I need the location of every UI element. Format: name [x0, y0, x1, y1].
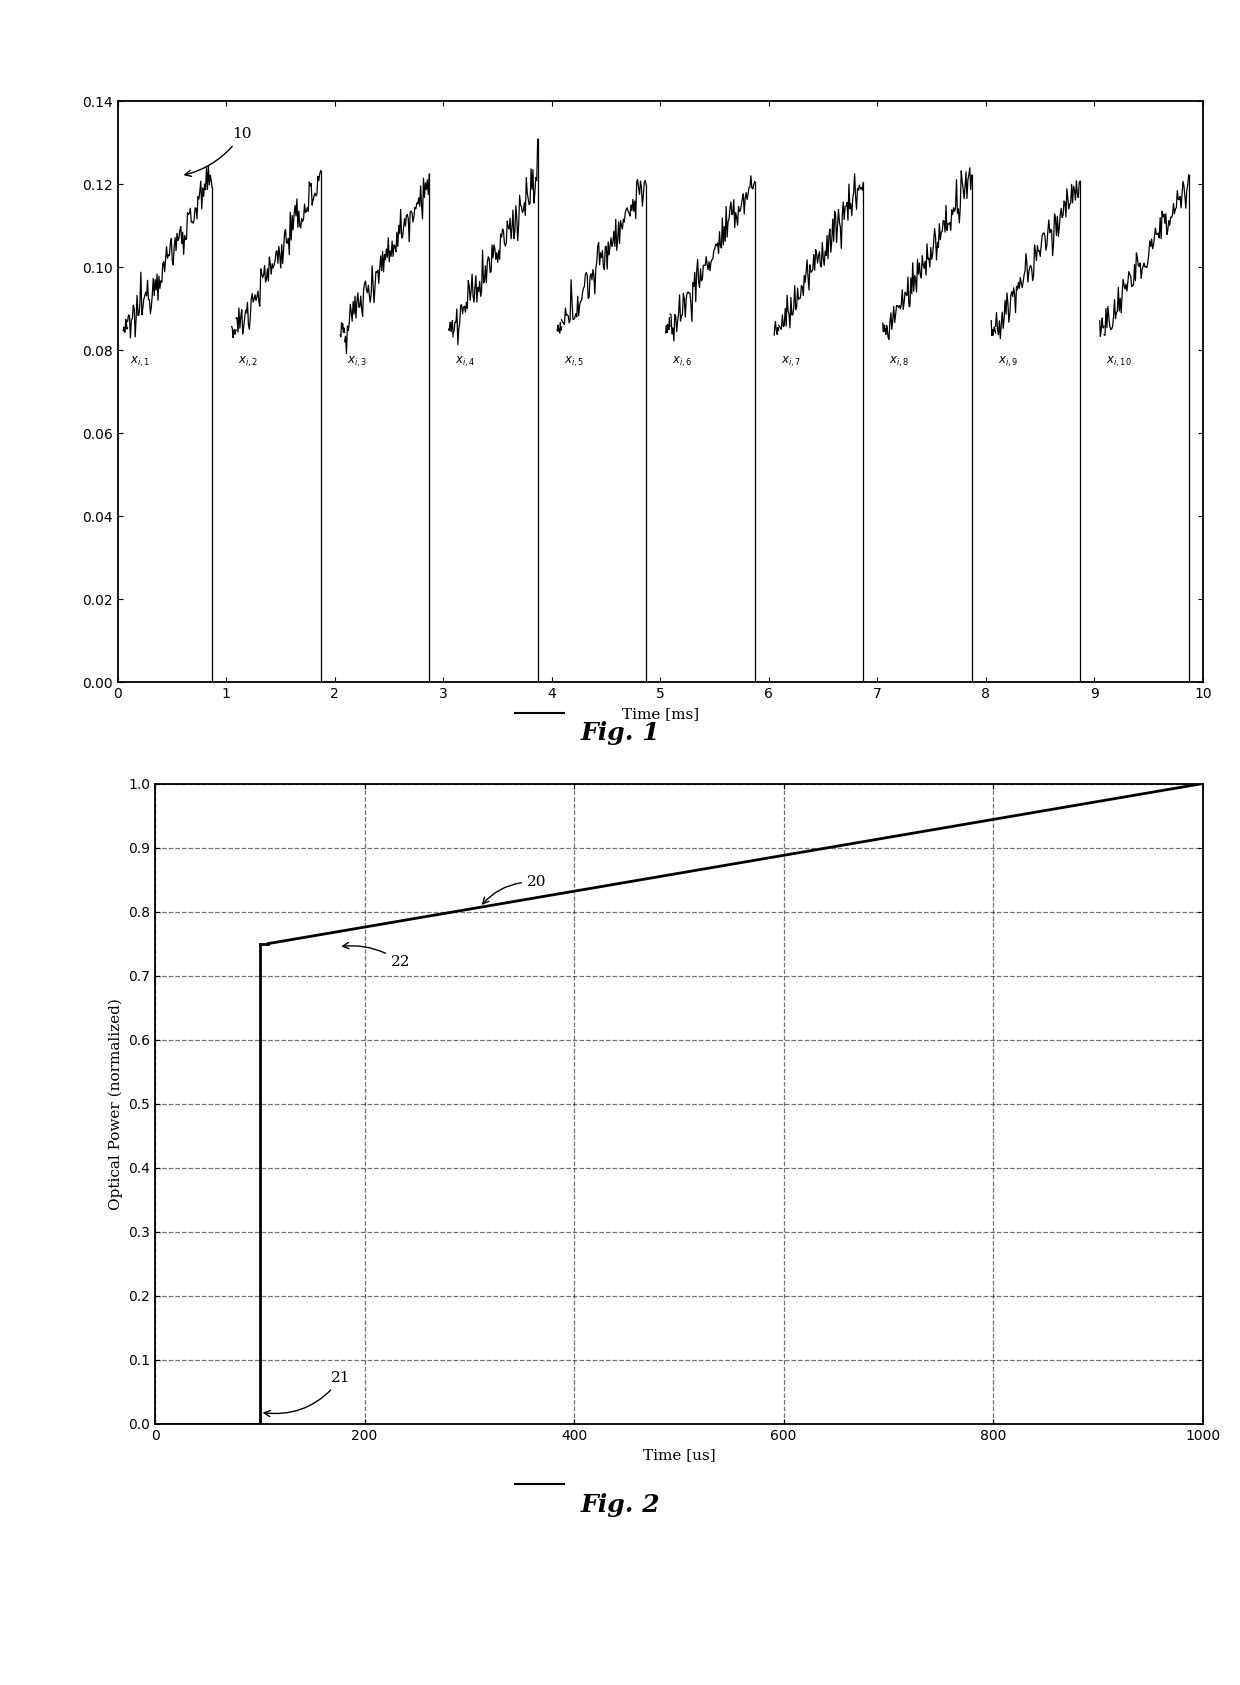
- Text: $x_{i,3}$: $x_{i,3}$: [347, 354, 367, 369]
- Y-axis label: Optical Power (normalized): Optical Power (normalized): [108, 998, 123, 1210]
- Text: $x_{i,5}$: $x_{i,5}$: [564, 354, 584, 369]
- Text: $x_{i,9}$: $x_{i,9}$: [998, 354, 1018, 369]
- X-axis label: Time [ms]: Time [ms]: [621, 706, 699, 721]
- Text: 21: 21: [264, 1372, 351, 1417]
- Text: $x_{i,2}$: $x_{i,2}$: [238, 354, 258, 369]
- Text: $x_{i,4}$: $x_{i,4}$: [455, 354, 476, 369]
- Text: $x_{i,6}$: $x_{i,6}$: [672, 354, 693, 369]
- X-axis label: Time [us]: Time [us]: [642, 1447, 715, 1463]
- Text: $x_{i,7}$: $x_{i,7}$: [781, 354, 801, 369]
- Text: $x_{i,1}$: $x_{i,1}$: [130, 354, 150, 369]
- Text: 10: 10: [185, 128, 252, 177]
- Text: $x_{i,8}$: $x_{i,8}$: [889, 354, 910, 369]
- Text: $x_{i,10}$: $x_{i,10}$: [1106, 354, 1132, 369]
- Text: Fig. 2: Fig. 2: [580, 1493, 660, 1516]
- Text: Fig. 1: Fig. 1: [580, 721, 660, 745]
- Text: 22: 22: [342, 942, 410, 969]
- Text: 20: 20: [482, 875, 547, 903]
